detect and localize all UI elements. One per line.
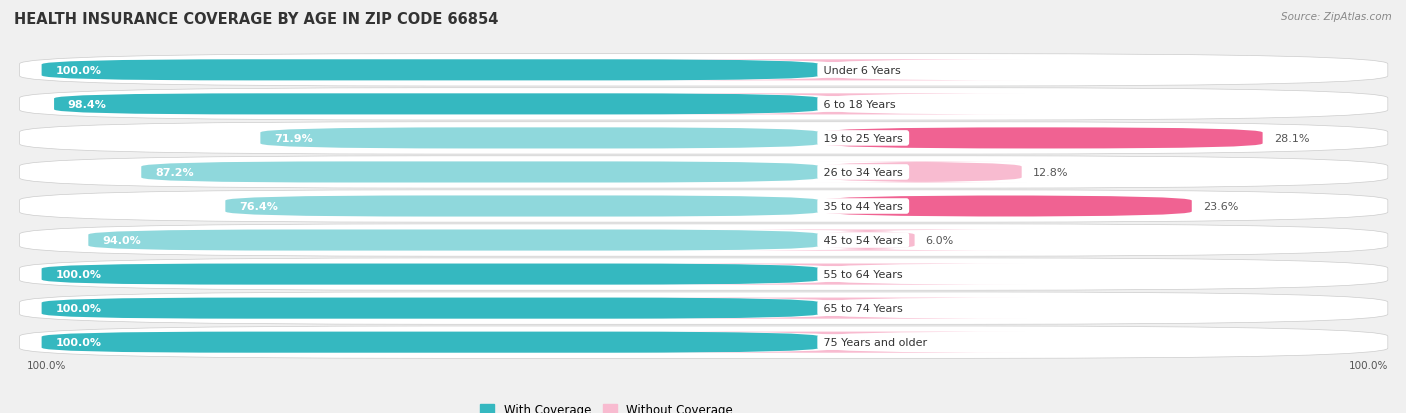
Text: 100.0%: 100.0% <box>27 360 66 370</box>
Legend: With Coverage, Without Coverage: With Coverage, Without Coverage <box>475 398 738 413</box>
FancyBboxPatch shape <box>20 224 1388 256</box>
Text: 6.0%: 6.0% <box>925 235 953 245</box>
FancyBboxPatch shape <box>638 94 1026 115</box>
FancyBboxPatch shape <box>638 332 1026 353</box>
FancyBboxPatch shape <box>638 298 1026 319</box>
FancyBboxPatch shape <box>638 264 1026 285</box>
Text: 76.4%: 76.4% <box>239 202 278 211</box>
Text: Source: ZipAtlas.com: Source: ZipAtlas.com <box>1281 12 1392 22</box>
Text: 35 to 44 Years: 35 to 44 Years <box>820 202 907 211</box>
Text: 45 to 54 Years: 45 to 54 Years <box>820 235 907 245</box>
Text: 1.6%: 1.6% <box>856 100 884 109</box>
Text: 0.0%: 0.0% <box>856 304 884 313</box>
FancyBboxPatch shape <box>42 264 820 285</box>
Text: 87.2%: 87.2% <box>155 168 194 178</box>
Text: 71.9%: 71.9% <box>274 133 314 144</box>
Text: 94.0%: 94.0% <box>103 235 141 245</box>
Text: 100.0%: 100.0% <box>55 337 101 347</box>
Text: 100.0%: 100.0% <box>55 66 101 76</box>
FancyBboxPatch shape <box>260 128 820 149</box>
Text: 75 Years and older: 75 Years and older <box>820 337 931 347</box>
FancyBboxPatch shape <box>225 196 820 217</box>
FancyBboxPatch shape <box>20 190 1388 223</box>
Text: HEALTH INSURANCE COVERAGE BY AGE IN ZIP CODE 66854: HEALTH INSURANCE COVERAGE BY AGE IN ZIP … <box>14 12 499 27</box>
FancyBboxPatch shape <box>141 162 820 183</box>
Text: 100.0%: 100.0% <box>55 269 101 280</box>
Text: 100.0%: 100.0% <box>55 304 101 313</box>
FancyBboxPatch shape <box>20 157 1388 189</box>
FancyBboxPatch shape <box>820 128 1263 149</box>
Text: 19 to 25 Years: 19 to 25 Years <box>820 133 907 144</box>
Text: 100.0%: 100.0% <box>1348 360 1388 370</box>
Text: 0.0%: 0.0% <box>856 66 884 76</box>
FancyBboxPatch shape <box>20 258 1388 291</box>
FancyBboxPatch shape <box>42 298 820 319</box>
FancyBboxPatch shape <box>638 60 1026 81</box>
Text: 6 to 18 Years: 6 to 18 Years <box>820 100 900 109</box>
Text: 26 to 34 Years: 26 to 34 Years <box>820 168 907 178</box>
FancyBboxPatch shape <box>53 94 820 115</box>
FancyBboxPatch shape <box>42 60 820 81</box>
Text: 0.0%: 0.0% <box>856 269 884 280</box>
FancyBboxPatch shape <box>20 122 1388 155</box>
FancyBboxPatch shape <box>20 292 1388 325</box>
FancyBboxPatch shape <box>42 332 820 353</box>
Text: 0.0%: 0.0% <box>856 337 884 347</box>
FancyBboxPatch shape <box>89 230 820 251</box>
FancyBboxPatch shape <box>820 196 1192 217</box>
FancyBboxPatch shape <box>20 88 1388 121</box>
Text: 65 to 74 Years: 65 to 74 Years <box>820 304 907 313</box>
Text: 23.6%: 23.6% <box>1202 202 1239 211</box>
FancyBboxPatch shape <box>815 162 1026 183</box>
FancyBboxPatch shape <box>707 230 1026 251</box>
FancyBboxPatch shape <box>20 55 1388 87</box>
Text: 28.1%: 28.1% <box>1274 133 1309 144</box>
Text: 55 to 64 Years: 55 to 64 Years <box>820 269 907 280</box>
Text: 12.8%: 12.8% <box>1033 168 1069 178</box>
Text: 98.4%: 98.4% <box>67 100 107 109</box>
FancyBboxPatch shape <box>20 326 1388 358</box>
Text: Under 6 Years: Under 6 Years <box>820 66 904 76</box>
